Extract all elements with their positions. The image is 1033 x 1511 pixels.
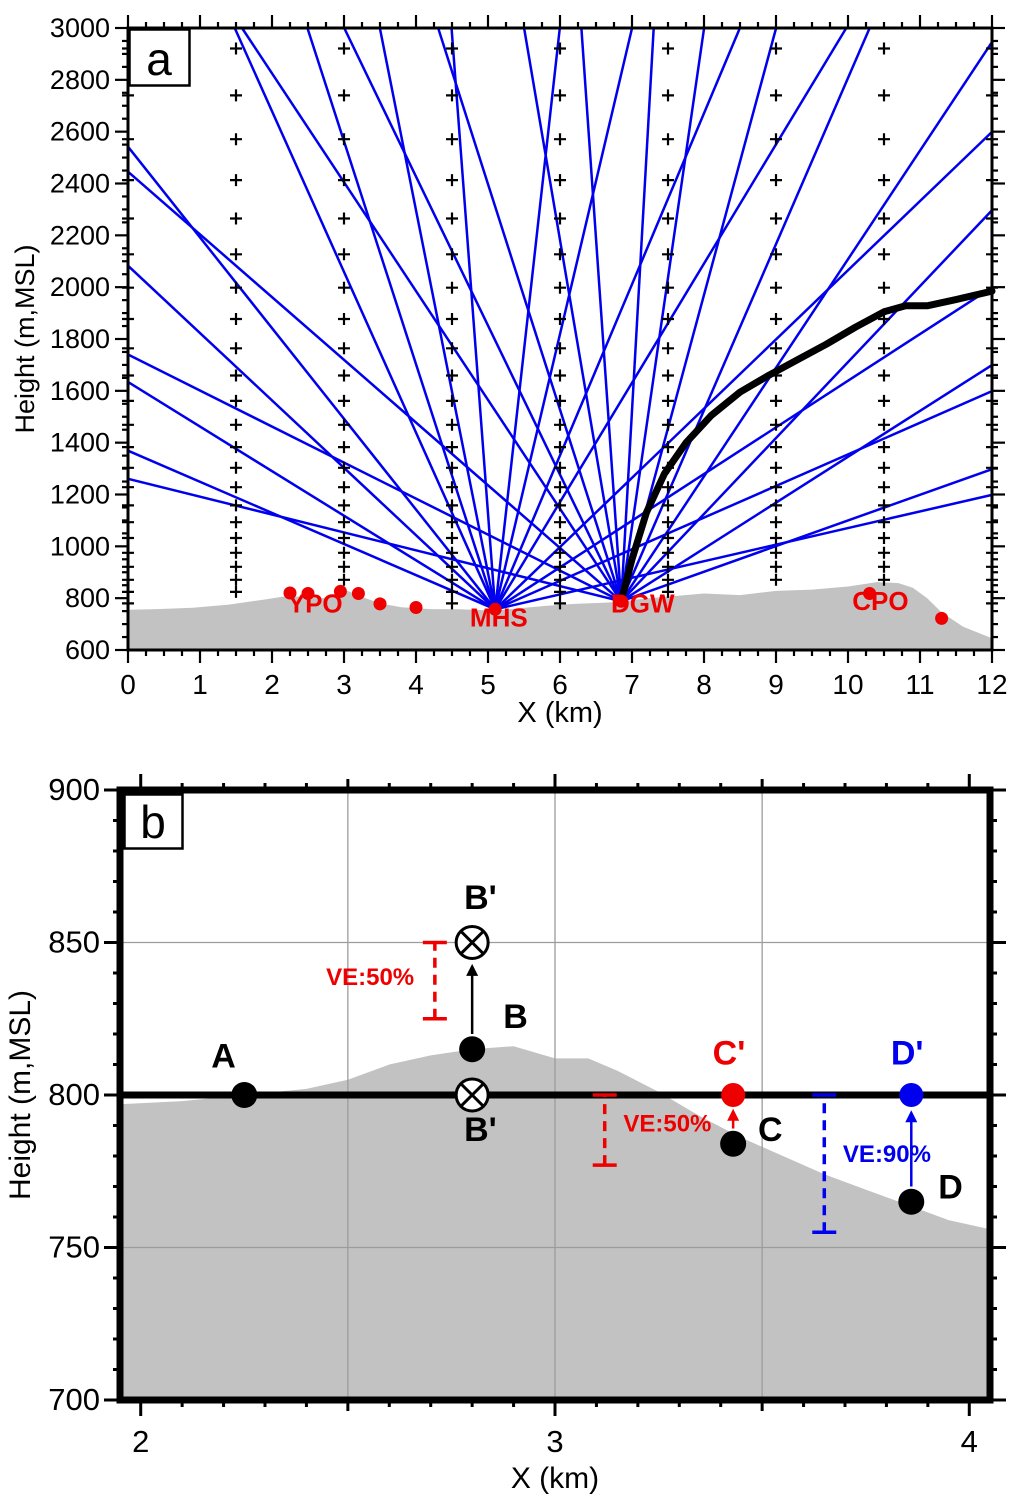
- station-label-MHS: MHS: [470, 603, 528, 633]
- x-tick-label-a: 3: [336, 669, 352, 700]
- station-dots: [283, 584, 949, 625]
- x-tick-label-a: 10: [832, 669, 863, 700]
- y-tick-label-a: 2800: [50, 65, 110, 95]
- point-D': [899, 1083, 924, 1107]
- point-label-D: D: [938, 1169, 963, 1207]
- axis-ticks-a: [115, 15, 1005, 663]
- error-bar-2: VE:90%: [812, 1093, 931, 1234]
- panel-letter-box-b: [123, 793, 184, 850]
- y-tick-label-a: 1000: [50, 531, 110, 561]
- y-tick-label-b: 750: [48, 1230, 100, 1265]
- ve-label: VE:50%: [623, 1111, 711, 1138]
- displacement-arrow-0: [466, 963, 479, 1034]
- point-label-B': B': [464, 1111, 497, 1149]
- y-tick-label-a: 2200: [50, 220, 110, 250]
- y-tick-label-a: 1600: [50, 376, 110, 406]
- y-tick-label-b: 800: [48, 1077, 100, 1112]
- point-C': [721, 1083, 746, 1107]
- error-bar-0: VE:50%: [326, 940, 447, 1021]
- point-label-A: A: [211, 1038, 236, 1076]
- y-tick-label-a: 2400: [50, 169, 110, 199]
- ve-label: VE:50%: [326, 964, 414, 991]
- otimes-symbol-0: [454, 925, 490, 960]
- x-tick-label-a: 5: [480, 669, 496, 700]
- x-tick-label-a: 2: [264, 669, 280, 700]
- x-tick-label-a: 0: [120, 669, 136, 700]
- y-tick-label-a: 2600: [50, 117, 110, 147]
- x-tick-label-a: 6: [552, 669, 568, 700]
- x-tick-label-b: 2: [132, 1424, 149, 1459]
- point-D: [898, 1188, 925, 1215]
- panel-a: YPO MHS DGW CPO 0 1 2 3 4 5 6 7 8 9 10 11 12 600 800 1000 12…: [0, 0, 1033, 755]
- y-tick-label-a: 1200: [50, 480, 110, 510]
- y-tick-label-a: 800: [65, 583, 110, 613]
- x-tick-label-a: 7: [624, 669, 640, 700]
- panel-b-chart: VE:50% VE:50% VE:90% A B B' B' C C' D D' 2 3 4 700 750 8…: [4, 772, 1006, 1495]
- point-label-B: B: [503, 998, 528, 1036]
- x-tick-label-a: 11: [905, 669, 934, 700]
- panel-letter-a: a: [146, 33, 172, 85]
- y-tick-label-a: 2000: [50, 272, 110, 302]
- panel-letter-box-a: [128, 28, 191, 87]
- point-A: [231, 1082, 258, 1108]
- radar-beams: [127, 27, 994, 611]
- y-tick-label-b: 900: [48, 772, 100, 807]
- station-label-DGW: DGW: [611, 588, 675, 618]
- x-tick-label-a: 12: [976, 669, 1007, 700]
- error-bar-1: VE:50%: [592, 1093, 711, 1167]
- point-label-C': C': [713, 1035, 746, 1073]
- station-label-YPO: YPO: [288, 588, 343, 618]
- thick-profile-line: [617, 287, 996, 605]
- x-tick-label-a: 9: [768, 669, 784, 700]
- displacement-arrow-1: [727, 1108, 740, 1129]
- point-label-C: C: [758, 1111, 783, 1149]
- x-tick-label-a: 8: [696, 669, 712, 700]
- y-axis-label-b: Height (m,MSL): [4, 990, 37, 1200]
- point-label-D': D': [891, 1035, 924, 1073]
- terrain-profile-a: [128, 582, 992, 650]
- panel-letter-b: b: [140, 796, 166, 848]
- y-tick-label-a: 600: [65, 635, 110, 665]
- y-tick-label-a: 3000: [50, 13, 110, 43]
- ve-label: VE:90%: [843, 1141, 931, 1168]
- y-tick-label-a: 1400: [50, 428, 110, 458]
- point-C: [720, 1130, 747, 1157]
- x-tick-label-a: 1: [192, 669, 208, 700]
- station-label-CPO: CPO: [852, 586, 908, 616]
- panel-b: VE:50% VE:50% VE:90% A B B' B' C C' D D' 2 3 4 700 750 8…: [0, 755, 1033, 1511]
- point-B: [459, 1036, 486, 1063]
- y-tick-label-a: 1800: [50, 324, 110, 354]
- y-tick-label-b: 700: [48, 1382, 100, 1417]
- x-axis-label-b: X (km): [511, 1462, 599, 1495]
- x-axis-label-a: X (km): [517, 697, 602, 729]
- axis-ticks-b: [104, 774, 1006, 1416]
- displacement-arrow-2: [905, 1110, 918, 1187]
- x-tick-label-b: 4: [961, 1424, 978, 1459]
- otimes-symbol-1: [454, 1077, 490, 1113]
- point-label-B': B': [464, 879, 497, 917]
- y-axis-label-a: Height (m,MSL): [10, 244, 40, 433]
- y-tick-label-b: 850: [48, 925, 100, 960]
- x-tick-label-b: 3: [546, 1424, 563, 1459]
- x-tick-label-a: 4: [408, 669, 424, 700]
